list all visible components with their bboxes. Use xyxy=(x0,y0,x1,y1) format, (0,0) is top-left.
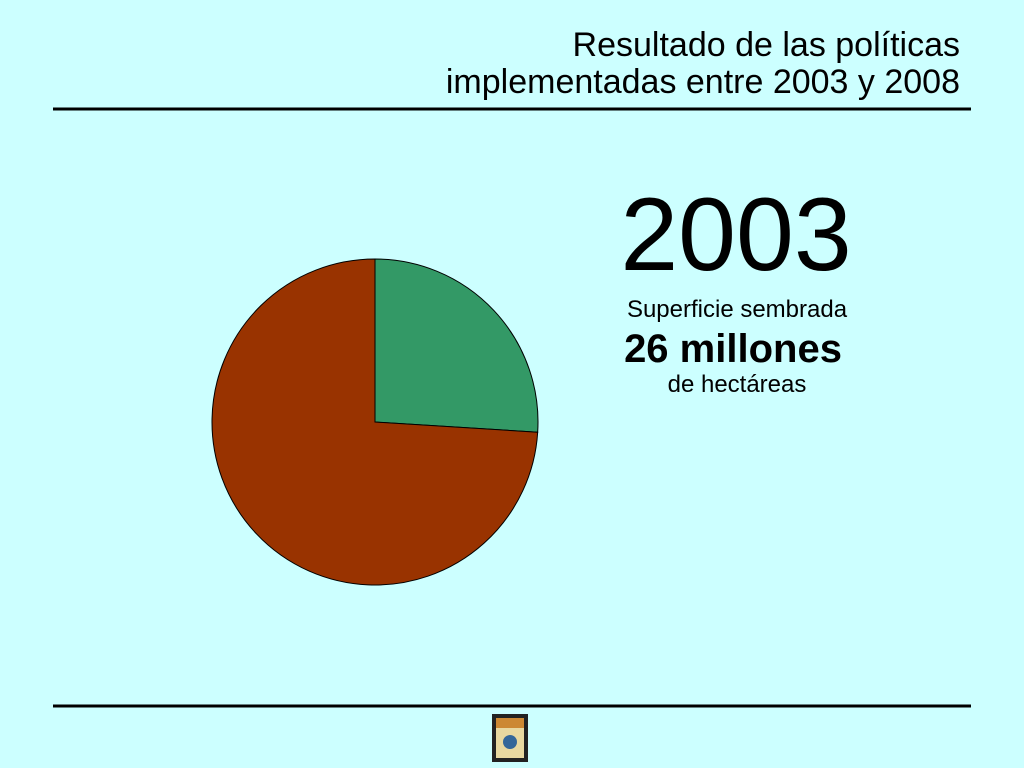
title-line: Resultado de las políticas xyxy=(573,26,960,64)
title-line: implementadas entre 2003 y 2008 xyxy=(446,63,960,101)
annotation-highlight: 26 millones xyxy=(624,327,842,371)
logo-emblem xyxy=(503,735,517,749)
pie-slice xyxy=(211,258,539,586)
logo xyxy=(492,714,528,762)
pie-slice xyxy=(374,258,539,433)
annotation: Superficie sembrada xyxy=(627,296,848,323)
logo-band xyxy=(496,718,524,728)
annotation: de hectáreas xyxy=(668,371,807,398)
year-label: 2003 xyxy=(620,177,851,293)
